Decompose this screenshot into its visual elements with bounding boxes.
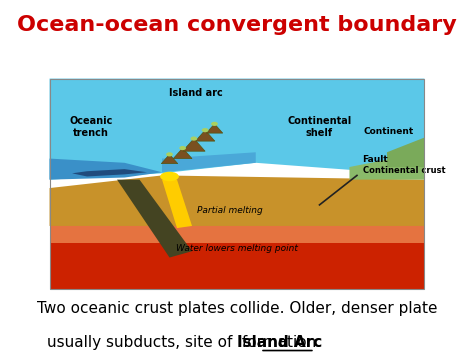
Polygon shape	[387, 137, 424, 167]
Polygon shape	[349, 152, 424, 180]
Polygon shape	[162, 152, 256, 172]
Text: Oceanic
trench: Oceanic trench	[69, 116, 112, 138]
Polygon shape	[50, 175, 424, 226]
Polygon shape	[50, 159, 162, 180]
Polygon shape	[162, 180, 192, 228]
Text: usually subducts, site of: usually subducts, site of	[47, 335, 237, 350]
Polygon shape	[50, 243, 424, 289]
Polygon shape	[173, 148, 192, 159]
Ellipse shape	[202, 128, 209, 132]
Text: Island Arc: Island Arc	[237, 335, 322, 350]
Polygon shape	[117, 180, 192, 257]
Text: Continental
shelf: Continental shelf	[287, 116, 352, 138]
Polygon shape	[206, 124, 223, 133]
Text: Continental crust: Continental crust	[363, 166, 445, 175]
Text: Water lowers melting point: Water lowers melting point	[176, 244, 298, 252]
Polygon shape	[182, 138, 205, 151]
Ellipse shape	[179, 146, 186, 150]
Ellipse shape	[166, 152, 173, 157]
Polygon shape	[50, 222, 424, 243]
Text: Continent: Continent	[364, 127, 414, 136]
Polygon shape	[72, 169, 147, 176]
Text: Partial melting: Partial melting	[197, 206, 263, 215]
Text: Island arc: Island arc	[169, 88, 223, 98]
Polygon shape	[161, 154, 178, 164]
Ellipse shape	[160, 172, 179, 181]
Text: Fault: Fault	[363, 155, 388, 164]
Ellipse shape	[211, 122, 218, 126]
Polygon shape	[195, 130, 215, 141]
Text: Two oceanic crust plates collide. Older, denser plate: Two oceanic crust plates collide. Older,…	[37, 301, 437, 316]
Text: formation.: formation.	[237, 335, 321, 350]
Ellipse shape	[191, 136, 197, 141]
Polygon shape	[50, 78, 424, 180]
Text: Ocean-ocean convergent boundary: Ocean-ocean convergent boundary	[17, 15, 457, 36]
